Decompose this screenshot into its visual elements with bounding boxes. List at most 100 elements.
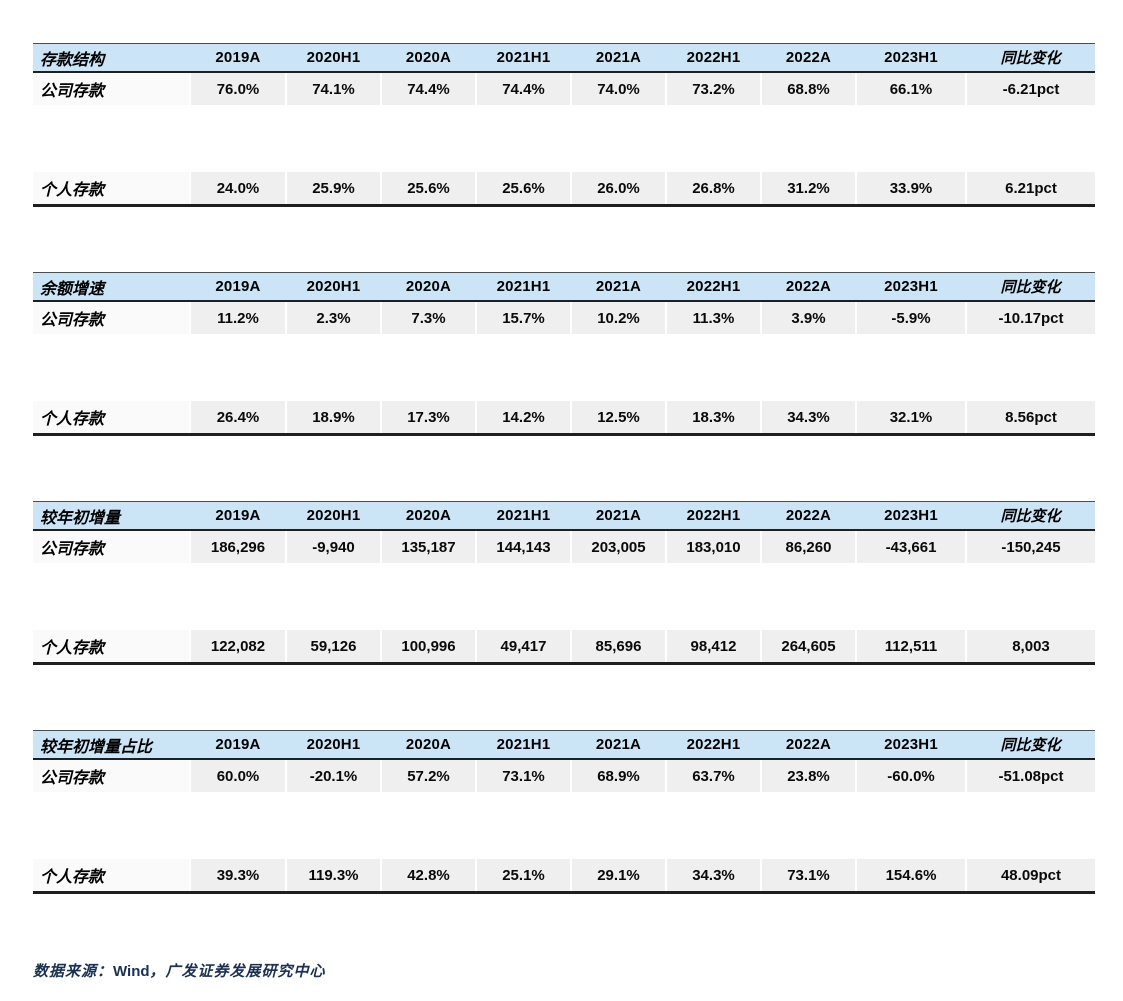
column-header-cell: 2022H1 (666, 43, 761, 73)
value-cell: 49,417 (475, 630, 571, 665)
value-cell: 2.3% (285, 301, 381, 334)
value-cell: 33.9% (855, 172, 966, 207)
header-row: 较年初增量占比 2019A 2020H1 2020A 2021H1 2021A 2022H1… (33, 730, 1095, 760)
value-cell: 34.3% (665, 859, 761, 894)
row-label-cell: 个人存款 (33, 859, 190, 894)
column-header-cell: 2020A (381, 730, 476, 760)
column-header-cell: 2020A (381, 272, 476, 302)
value-cell: 3.9% (760, 301, 856, 334)
value-cell: 73.1% (475, 759, 571, 792)
value-cell: 68.8% (760, 72, 856, 105)
value-cell: -10.17pct (965, 301, 1095, 334)
column-header-cell: 2020H1 (286, 272, 381, 302)
value-cell: 25.6% (475, 172, 571, 207)
table-row: 个人存款 26.4% 18.9% 17.3% 14.2% 12.5% 18.3% 34.3% 3… (33, 401, 1095, 436)
column-header-cell: 2021H1 (476, 501, 571, 531)
header-row: 存款结构 2019A 2020H1 2020A 2021H1 2021A 2022H1 202… (33, 43, 1095, 73)
value-cell: 42.8% (380, 859, 476, 894)
value-cell: 24.0% (189, 172, 286, 207)
value-cell: 57.2% (380, 759, 476, 792)
value-cell: 14.2% (475, 401, 571, 436)
source-label: 数据来源： (33, 964, 114, 980)
column-header-cell: 2022A (761, 272, 856, 302)
value-cell: 66.1% (855, 72, 966, 105)
value-cell: 68.9% (570, 759, 666, 792)
spacer-cell (33, 792, 1095, 859)
value-cell: 39.3% (189, 859, 286, 894)
row-label-cell: 个人存款 (33, 172, 190, 207)
table-row: 公司存款 186,296 -9,940 135,187 144,143 203,005 18… (33, 530, 1095, 563)
value-cell: 10.2% (570, 301, 666, 334)
column-header-cell: 2023H1 (856, 272, 966, 302)
table-row: 个人存款 39.3% 119.3% 42.8% 25.1% 29.1% 34.3% 73.1%… (33, 859, 1095, 894)
value-cell: 74.1% (285, 72, 381, 105)
value-cell: 60.0% (189, 759, 286, 792)
value-cell: 17.3% (380, 401, 476, 436)
value-cell: 25.6% (380, 172, 476, 207)
value-cell: 135,187 (380, 530, 476, 563)
value-cell: 59,126 (285, 630, 381, 665)
value-cell: 48.09pct (965, 859, 1095, 894)
column-header-cell: 2022H1 (666, 501, 761, 531)
section-title-cell: 存款结构 (33, 43, 190, 73)
value-cell: 15.7% (475, 301, 571, 334)
row-label-cell: 公司存款 (33, 72, 190, 105)
value-cell: 18.3% (665, 401, 761, 436)
value-cell: 76.0% (189, 72, 286, 105)
value-cell: 25.9% (285, 172, 381, 207)
value-cell: -5.9% (855, 301, 966, 334)
source-brand: Wind (113, 963, 150, 980)
column-header-cell: 2019A (190, 501, 286, 531)
value-cell: -43,661 (855, 530, 966, 563)
value-cell: 11.3% (665, 301, 761, 334)
value-cell: 6.21pct (965, 172, 1095, 207)
value-cell: 25.1% (475, 859, 571, 894)
column-header-cell: 2022H1 (666, 730, 761, 760)
section-table: 较年初增量 2019A 2020H1 2020A 2021H1 2021A 2022H1 20… (33, 501, 1095, 665)
value-cell: 74.4% (475, 72, 571, 105)
value-cell: 23.8% (760, 759, 856, 792)
spacer-cell (33, 563, 1095, 630)
column-header-cell: 同比变化 (966, 43, 1095, 73)
value-cell: -6.21pct (965, 72, 1095, 105)
column-header-cell: 2021A (571, 43, 666, 73)
value-cell: 183,010 (665, 530, 761, 563)
header-row: 较年初增量 2019A 2020H1 2020A 2021H1 2021A 2022H1 20… (33, 501, 1095, 531)
row-label-cell: 公司存款 (33, 530, 190, 563)
value-cell: 26.4% (189, 401, 286, 436)
value-cell: 8.56pct (965, 401, 1095, 436)
column-header-cell: 2021H1 (476, 43, 571, 73)
table-row: 个人存款 122,082 59,126 100,996 49,417 85,696 98,4… (33, 630, 1095, 665)
value-cell: 31.2% (760, 172, 856, 207)
column-header-cell: 2019A (190, 730, 286, 760)
value-cell: 32.1% (855, 401, 966, 436)
column-header-cell: 同比变化 (966, 730, 1095, 760)
value-cell: 112,511 (855, 630, 966, 665)
value-cell: 154.6% (855, 859, 966, 894)
spacer-row (33, 105, 1095, 172)
table-row: 公司存款 11.2% 2.3% 7.3% 15.7% 10.2% 11.3% 3.9% -5.9… (33, 301, 1095, 334)
section-title-cell: 余额增速 (33, 272, 190, 302)
column-header-cell: 2023H1 (856, 501, 966, 531)
source-suffix: ，广发证券发展研究中心 (149, 964, 326, 980)
value-cell: 144,143 (475, 530, 571, 563)
value-cell: -60.0% (855, 759, 966, 792)
value-cell: 34.3% (760, 401, 856, 436)
value-cell: -9,940 (285, 530, 381, 563)
value-cell: 18.9% (285, 401, 381, 436)
column-header-cell: 2020H1 (286, 730, 381, 760)
table-row: 公司存款 76.0% 74.1% 74.4% 74.4% 74.0% 73.2% 68.8% 6… (33, 72, 1095, 105)
section-title-cell: 较年初增量占比 (33, 730, 190, 760)
column-header-cell: 同比变化 (966, 272, 1095, 302)
section-table: 较年初增量占比 2019A 2020H1 2020A 2021H1 2021A 2022H1… (33, 730, 1095, 894)
value-cell: 8,003 (965, 630, 1095, 665)
value-cell: 264,605 (760, 630, 856, 665)
value-cell: -20.1% (285, 759, 381, 792)
column-header-cell: 2019A (190, 272, 286, 302)
value-cell: 74.4% (380, 72, 476, 105)
table-row: 公司存款 60.0% -20.1% 57.2% 73.1% 68.9% 63.7% 23.8%… (33, 759, 1095, 792)
value-cell: 100,996 (380, 630, 476, 665)
value-cell: 98,412 (665, 630, 761, 665)
value-cell: 12.5% (570, 401, 666, 436)
row-label-cell: 个人存款 (33, 401, 190, 436)
